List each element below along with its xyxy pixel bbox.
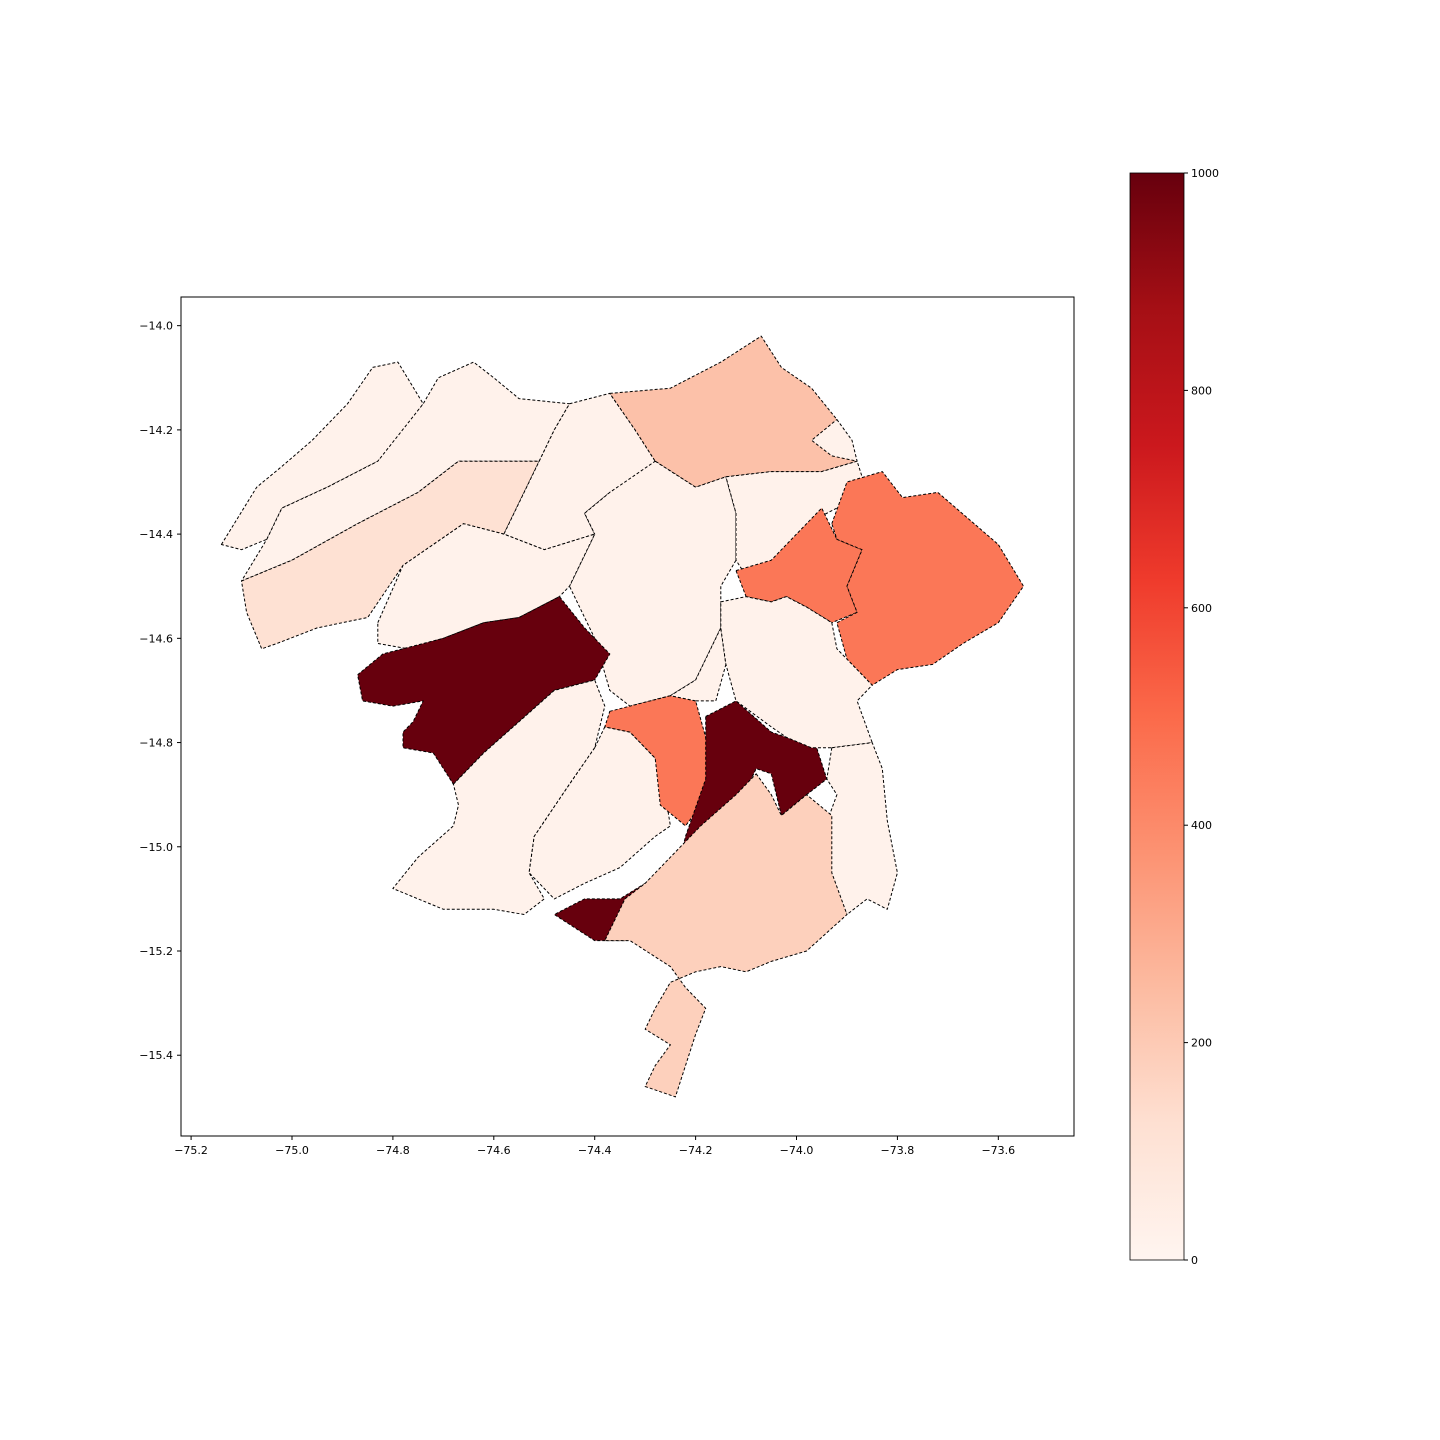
y-tick-label: −14.2 [139,424,173,437]
map-region [357,596,611,785]
colorbar-tick-label: 0 [1191,1254,1198,1267]
map-region [604,773,848,1098]
colorbar-ticks: 0 200 400 600 800 1000 [1184,167,1219,1267]
regions-layer [220,335,1024,1098]
y-tick-label: −14.8 [139,737,173,750]
map-region [528,726,671,900]
y-tick-label: −14.0 [139,320,173,333]
y-tick-label: −14.4 [139,528,173,541]
map-axes: −75.2 −75.0 −74.8 −74.6 −74.4 −74.2 −74.0 −73.8… [139,296,1075,1157]
map-region [735,507,863,624]
colorbar-tick-label: 800 [1191,384,1212,397]
colorbar: 0 200 400 600 800 1000 [1129,167,1219,1267]
y-tick-label: −15.2 [139,945,173,958]
y-tick-label: −15.4 [139,1049,173,1062]
x-tick-label: −74.8 [376,1144,410,1157]
x-tick-label: −74.6 [477,1144,511,1157]
colorbar-tick-label: 1000 [1191,167,1219,180]
colorbar-tick-label: 600 [1191,602,1212,615]
map-axes-frame [180,296,1075,1137]
x-tick-label: −73.8 [881,1144,915,1157]
y-axis: −14.0 −14.2 −14.4 −14.6 −14.8 −15.0 −15.2 −15.4 [139,320,181,1062]
y-tick-label: −15.0 [139,841,173,854]
x-axis: −75.2 −75.0 −74.8 −74.6 −74.4 −74.2 −74.0 −73.8… [174,1136,1015,1157]
map-region [821,742,898,915]
map-region [377,523,596,650]
x-tick-label: −75.0 [275,1144,309,1157]
map-region [669,627,727,702]
map-region [811,419,858,462]
x-tick-label: −74.4 [578,1144,612,1157]
colorbar-gradient [1129,172,1185,1261]
colorbar-tick-label: 200 [1191,1037,1212,1050]
x-tick-label: −75.2 [174,1144,208,1157]
x-tick-label: −73.6 [981,1144,1015,1157]
y-tick-label: −14.6 [139,632,173,645]
colorbar-tick-label: 400 [1191,819,1212,832]
x-tick-label: −74.0 [780,1144,814,1157]
map-region [241,361,570,582]
x-tick-label: −74.2 [679,1144,713,1157]
map-region [392,679,606,915]
map-region [720,596,873,749]
map-region [604,695,722,827]
map-region [831,471,1024,686]
